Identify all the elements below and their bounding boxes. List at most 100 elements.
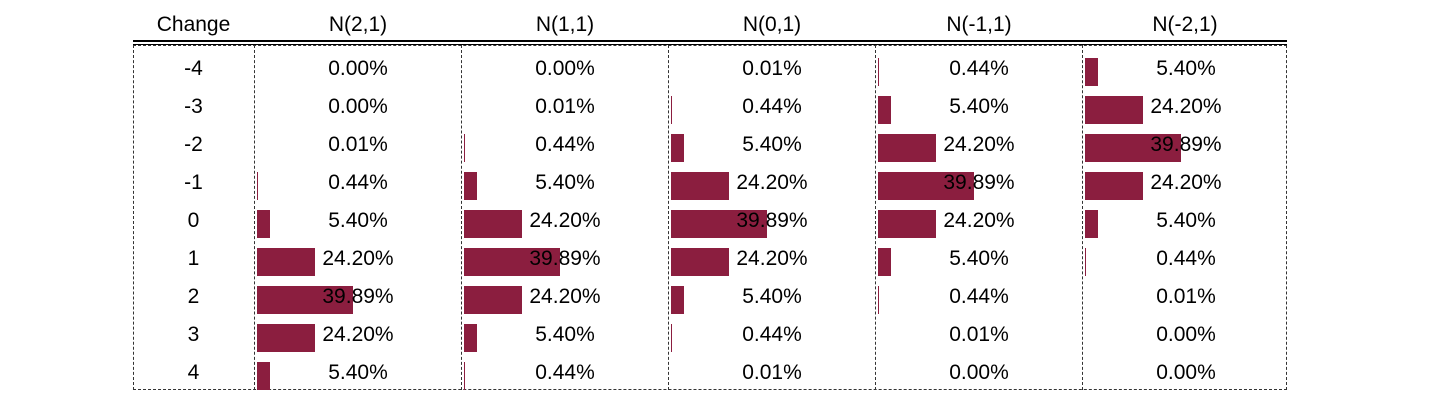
row-change-label: -1 (184, 171, 203, 194)
data-bar (671, 134, 684, 162)
row-change-label: 3 (187, 323, 200, 346)
column-divider (461, 45, 462, 390)
data-bar (671, 286, 684, 314)
cell-value: 0.44% (742, 323, 802, 346)
cell-value: 5.40% (1156, 57, 1216, 80)
data-bar (1085, 248, 1087, 276)
cell-value: 5.40% (1156, 209, 1216, 232)
cell-value: 39.89% (736, 209, 808, 232)
table-row: 3 24.20% 5.40% 0.44% 0.01% 0.00% (133, 316, 1287, 354)
data-bar (671, 172, 730, 200)
row-change-label: 4 (187, 361, 200, 384)
row-change-label: -4 (184, 57, 203, 80)
header-col-3: N(0,1) (742, 13, 802, 36)
header-rule-top (133, 40, 1287, 42)
data-bar (464, 172, 477, 200)
cell-value: 0.44% (949, 285, 1009, 308)
cell-value: 0.44% (535, 133, 595, 156)
data-bar (257, 286, 353, 314)
header-col-4: N(-1,1) (946, 13, 1012, 36)
cell-value: 0.00% (1156, 323, 1216, 346)
data-bar (1085, 96, 1144, 124)
table-frame (133, 45, 1287, 390)
table-row: 2 39.89% 24.20% 5.40% 0.44% 0.01% (133, 278, 1287, 316)
data-bar (671, 96, 673, 124)
cell-value: 39.89% (943, 171, 1015, 194)
data-bar (671, 210, 767, 238)
data-bar (257, 362, 270, 390)
cell-value: 0.01% (742, 361, 802, 384)
cell-value: 0.44% (949, 57, 1009, 80)
cell-value: 24.20% (1150, 171, 1222, 194)
cell-value: 5.40% (328, 209, 388, 232)
cell-value: 5.40% (949, 95, 1009, 118)
cell-value: 24.20% (943, 209, 1015, 232)
row-change-label: 0 (187, 209, 200, 232)
data-bar (671, 324, 673, 352)
cell-value: 24.20% (529, 209, 601, 232)
data-bar (257, 172, 259, 200)
cell-value: 0.00% (1156, 361, 1216, 384)
cell-value: 0.00% (949, 361, 1009, 384)
data-bar (464, 134, 466, 162)
cell-value: 24.20% (322, 323, 394, 346)
data-bar (878, 286, 880, 314)
cell-value: 5.40% (535, 171, 595, 194)
data-bar (1085, 58, 1098, 86)
table-row: -4 0.00% 0.00% 0.01% 0.44% 5.40% (133, 50, 1287, 88)
table-row: -2 0.01% 0.44% 5.40% 24.20% 39.89% (133, 126, 1287, 164)
row-change-label: -3 (184, 95, 203, 118)
data-bar (464, 248, 560, 276)
header-col-1: N(2,1) (328, 13, 388, 36)
table-row: -3 0.00% 0.01% 0.44% 5.40% 24.20% (133, 88, 1287, 126)
cell-value: 24.20% (529, 285, 601, 308)
column-divider (668, 45, 669, 390)
header-change: Change (156, 13, 231, 36)
cell-value: 24.20% (943, 133, 1015, 156)
cell-value: 0.00% (535, 57, 595, 80)
cell-value: 39.89% (322, 285, 394, 308)
cell-value: 5.40% (535, 323, 595, 346)
cell-value: 39.89% (529, 247, 601, 270)
data-bar (1085, 172, 1144, 200)
table-row: 1 24.20% 39.89% 24.20% 5.40% 0.44% (133, 240, 1287, 278)
table-row: -1 0.44% 5.40% 24.20% 39.89% 24.20% (133, 164, 1287, 202)
data-bar (464, 286, 523, 314)
data-bar (878, 210, 937, 238)
cell-value: 24.20% (736, 171, 808, 194)
header-rule-bottom (133, 44, 1287, 45)
cell-value: 0.01% (1156, 285, 1216, 308)
cell-value: 0.44% (742, 95, 802, 118)
data-bar (878, 96, 891, 124)
cell-value: 5.40% (742, 285, 802, 308)
data-bar (464, 324, 477, 352)
cell-value: 0.44% (328, 171, 388, 194)
cell-value: 0.00% (328, 57, 388, 80)
data-bar (257, 210, 270, 238)
cell-value: 0.44% (1156, 247, 1216, 270)
data-bar (464, 210, 523, 238)
cell-value: 0.01% (742, 57, 802, 80)
data-bar (1085, 134, 1181, 162)
data-bar (464, 362, 466, 390)
data-bar (671, 248, 730, 276)
header-col-2: N(1,1) (535, 13, 595, 36)
cell-value: 0.44% (535, 361, 595, 384)
cell-value: 0.01% (535, 95, 595, 118)
cell-value: 5.40% (742, 133, 802, 156)
cell-value: 5.40% (328, 361, 388, 384)
data-bar (257, 248, 316, 276)
cell-value: 0.01% (949, 323, 1009, 346)
column-divider (254, 45, 255, 390)
row-change-label: 1 (187, 247, 200, 270)
cell-value: 24.20% (736, 247, 808, 270)
cell-value: 39.89% (1150, 133, 1222, 156)
data-bar (878, 58, 880, 86)
row-change-label: 2 (187, 285, 200, 308)
cell-value: 5.40% (949, 247, 1009, 270)
cell-value: 24.20% (322, 247, 394, 270)
data-bar (1085, 210, 1098, 238)
data-bar (878, 134, 937, 162)
cell-value: 0.00% (328, 95, 388, 118)
data-bar (878, 248, 891, 276)
